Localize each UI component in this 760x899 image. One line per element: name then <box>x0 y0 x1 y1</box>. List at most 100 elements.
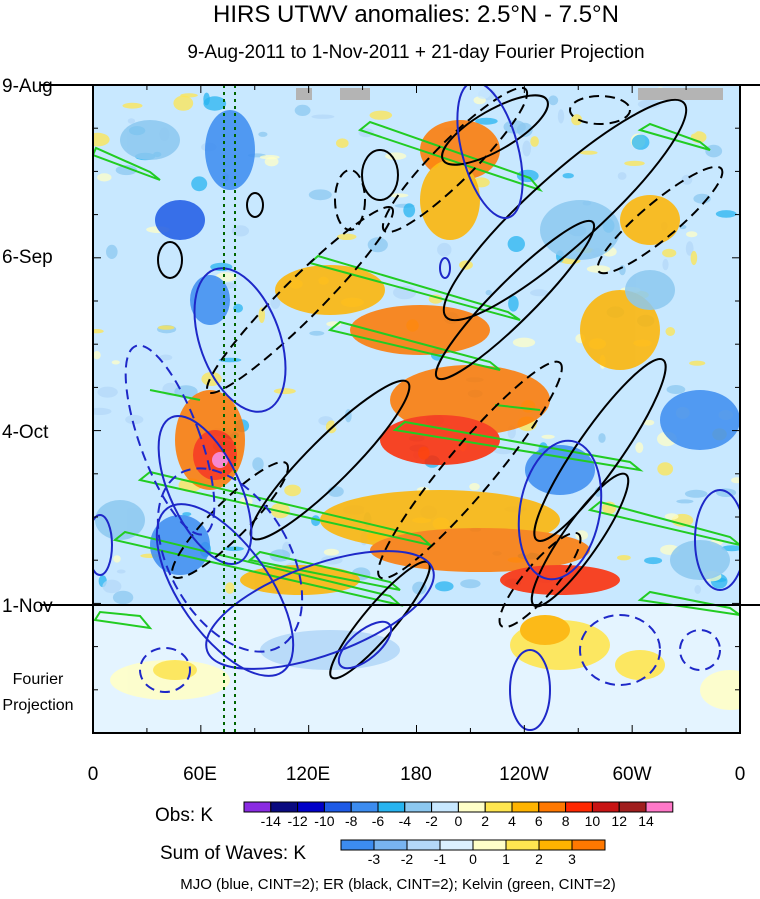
anomaly-speckle <box>721 545 740 552</box>
anomaly-speckle <box>475 85 492 99</box>
anomaly-speckle <box>562 173 574 179</box>
colorbar-cell <box>484 801 513 813</box>
anomaly-speckle <box>437 242 452 257</box>
colorbar-tick-label: 0 <box>469 851 477 867</box>
colorbar-cell <box>457 801 486 813</box>
anomaly-speckle <box>619 265 626 276</box>
axis-ticks <box>92 84 741 733</box>
colorbar-tick-label: -6 <box>372 813 385 829</box>
anomaly-speckle <box>241 316 262 325</box>
anomaly-speckle <box>541 434 555 439</box>
colorbar-cell <box>340 839 375 851</box>
anomaly-speckle <box>635 442 644 454</box>
anomaly-speckle <box>367 237 388 253</box>
anomaly-speckle <box>705 144 723 158</box>
anomaly-speckle <box>571 114 583 126</box>
colorbar-cell <box>431 801 459 813</box>
y-tick-label: 1-Nov <box>2 596 53 617</box>
colorbar-tick-label: 10 <box>585 813 601 829</box>
projection-label: Projection <box>2 697 73 714</box>
anomaly-speckle <box>258 131 268 137</box>
anomaly-speckle <box>225 582 235 594</box>
mjo-contours <box>93 85 740 731</box>
anomaly-speckle <box>294 104 311 116</box>
colorbar-tick-label: -12 <box>287 813 307 829</box>
y-tick-label: 9-Aug <box>2 76 53 97</box>
colorbar-cell <box>323 801 352 813</box>
anomaly-speckle <box>662 258 669 271</box>
chart-title: HIRS UTWV anomalies: 2.5°N - 7.5°N <box>213 1 619 28</box>
x-tick-label: 120E <box>286 764 330 785</box>
anomaly-speckle <box>239 522 246 528</box>
anomaly-speckle <box>223 546 244 552</box>
anomaly-speckle <box>508 295 519 312</box>
x-tick-label: 120W <box>499 764 549 785</box>
colorbar-tick-label: -2 <box>425 813 438 829</box>
anomaly-speckle <box>173 95 194 111</box>
anomaly-speckle <box>666 385 686 394</box>
anomaly-speckle <box>694 585 701 594</box>
anomaly-speckle <box>731 477 740 484</box>
anomaly-speckle <box>512 337 536 348</box>
anomaly-speckle <box>337 233 357 240</box>
y-tick-label: 6-Sep <box>2 247 53 268</box>
anomaly-speckle <box>159 354 173 361</box>
anomaly-speckle <box>326 321 342 327</box>
anomaly-speckle <box>127 118 136 124</box>
anomaly-speckle <box>586 265 611 273</box>
anomaly-speckle <box>617 172 627 180</box>
anomaly-speckle <box>608 181 617 188</box>
contour-legend: MJO (blue, CINT=2); ER (black, CINT=2); … <box>180 876 616 893</box>
anomaly-speckle <box>97 173 112 182</box>
colorbar-tick-label: -1 <box>434 851 447 867</box>
anomaly-speckle <box>369 110 393 120</box>
colorbar-cell <box>505 839 540 851</box>
anomaly-speckle <box>308 189 332 201</box>
y-tick-label: 4-Oct <box>2 422 49 443</box>
waves-legend-label: Sum of Waves: K <box>160 843 306 864</box>
colorbar-cell <box>511 801 540 813</box>
missing-data <box>638 88 723 100</box>
waves-colorbar: -3 -2 -1 0 1 2 3 <box>340 839 606 867</box>
anomaly-speckle <box>522 140 532 157</box>
anomaly-speckle <box>239 196 252 208</box>
anomaly-speckle <box>624 160 645 166</box>
colorbar-cell <box>565 801 593 813</box>
anomaly-speckle <box>516 169 539 183</box>
colorbar-cell <box>406 839 441 851</box>
colorbar-cell <box>377 801 406 813</box>
anomaly-speckle <box>191 176 208 192</box>
anomaly-speckle <box>370 451 382 465</box>
anomaly-speckle <box>203 96 227 111</box>
chart-subtitle: 9-Aug-2011 to 1-Nov-2011 + 21-day Fourie… <box>187 42 644 63</box>
anomaly-speckle <box>598 433 606 443</box>
anomaly-speckle <box>106 244 118 259</box>
missing-data <box>296 88 312 100</box>
anomaly-speckle <box>180 373 198 386</box>
anomaly-speckle <box>530 136 539 147</box>
anomaly-speckle <box>93 329 104 334</box>
anomaly-speckle <box>113 555 121 563</box>
colorbar-cell <box>439 839 474 851</box>
colorbar-tick-label: 8 <box>562 813 570 829</box>
colorbar-tick-label: 14 <box>638 813 654 829</box>
colorbar-cell <box>270 801 299 813</box>
colorbar-cell <box>618 801 647 813</box>
x-tick-label: 60W <box>612 764 651 785</box>
colorbar-tick-label: 3 <box>568 851 576 867</box>
anomaly-speckle <box>93 351 101 360</box>
anomaly-speckle <box>661 187 670 195</box>
colorbar-cell <box>645 801 674 813</box>
anomaly-speckle <box>369 174 384 181</box>
x-tick-label: 0 <box>88 764 99 785</box>
colorbar-tick-label: 12 <box>611 813 627 829</box>
anomaly-speckle <box>435 581 454 592</box>
anomaly-speckle <box>686 231 698 238</box>
anomaly-speckle <box>530 289 549 297</box>
anomaly-speckle <box>662 248 677 258</box>
colorbar-tick-label: 2 <box>481 813 489 829</box>
anomaly-speckle <box>120 545 128 556</box>
anomaly-speckle <box>336 138 349 148</box>
anomaly-speckle <box>644 557 663 565</box>
anomaly-speckle <box>503 120 526 134</box>
